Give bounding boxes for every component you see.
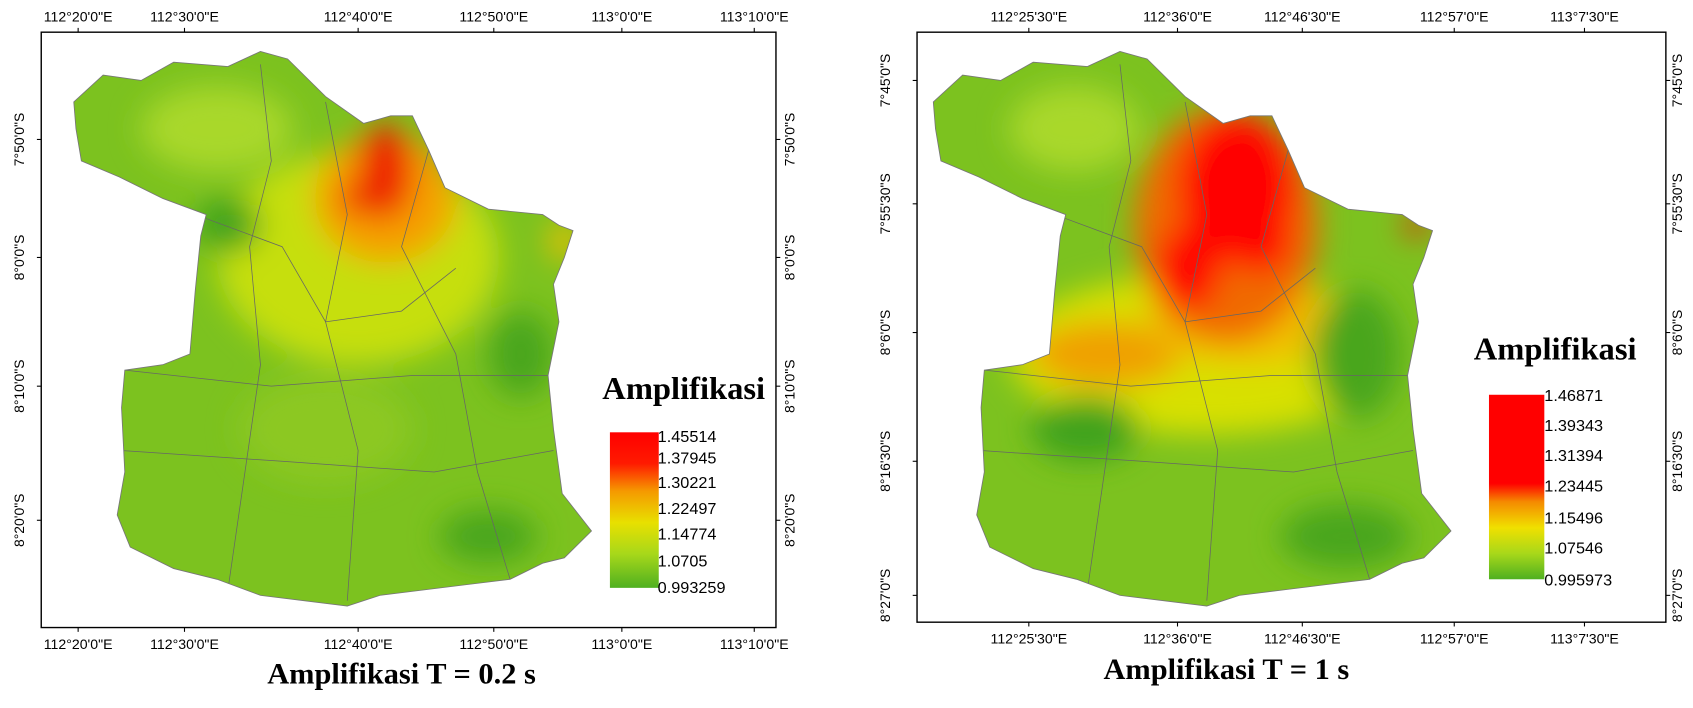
y-tick-label: 8°16'30"S [1669,431,1685,492]
x-tick-label: 113°10'0"E [720,636,789,652]
heat-blobs [141,85,580,564]
heat-layer [981,64,1428,601]
legend-title: Amplifikasi [602,371,765,407]
x-tick-label: 112°20'0"E [44,9,113,25]
caption: Amplifikasi T = 0.2 s [267,656,536,690]
y-tick-label: 8°16'30"S [877,431,893,492]
x-tick-label: 112°46'30"E [1264,9,1341,25]
district-border [984,369,1408,387]
heat-blob [195,198,261,253]
legend-label: 1.15496 [1544,510,1603,528]
legend-label: 1.31394 [1544,447,1603,465]
heat-blob [1030,321,1183,387]
region-outline [932,51,1452,607]
map-frame [916,31,1667,623]
legend-ramp [1488,394,1545,580]
heat-blob [141,85,294,172]
y-tick-label: 7°50'0"S [781,113,797,166]
x-tick-label: 113°0'0"E [591,9,652,25]
heat-blob [1155,225,1221,312]
district-border [325,101,359,601]
legend-title: Amplifikasi [1474,332,1637,368]
heat-blob [238,375,413,483]
heat-blobs [1009,85,1428,569]
x-tick-label: 112°25'30"E [991,631,1068,647]
map-panel: 112°20'0"E 112°20'0"E 112°30'0"E 112°30'0"E… [11,9,798,691]
heat-blob [1030,396,1140,462]
legend-label: 0.995973 [1544,572,1612,590]
district-border [1260,150,1370,580]
y-tick-label: 8°27'0"S [877,569,893,622]
y-tick-label: 8°0'0"S [11,235,27,281]
legend-ramp [609,432,659,588]
y-tick-label: 7°45'0"S [877,54,893,107]
y-tick-label: 8°6'0"S [1669,310,1685,356]
y-tick-label: 7°45'0"S [1669,54,1685,107]
heat-blob [1009,85,1140,172]
heat-blob [488,311,554,397]
heat-blob [549,222,580,261]
x-tick-label: 113°10'0"E [720,9,789,25]
legend-label: 0.993259 [658,579,726,597]
heat-blob [1313,289,1400,419]
legend-label: 1.07546 [1544,540,1603,558]
y-tick-label: 8°20'0"S [781,494,797,547]
legend-label: 1.37945 [658,449,717,467]
x-tick-label: 112°36'0"E [1143,9,1212,25]
x-tick-label: 113°7'30"E [1550,9,1619,25]
x-tick-label: 112°30'0"E [150,636,219,652]
region-outline [73,51,593,607]
y-tick-label: 8°27'0"S [1669,569,1685,622]
y-tick-label: 7°55'30"S [1669,173,1685,234]
legend-label: 1.39343 [1544,417,1603,435]
map-panel: 112°25'30"E 112°25'30"E 112°36'0"E 112°36'0… [877,9,1685,686]
heat-blob [1280,504,1411,569]
legend-label: 1.45514 [658,428,717,446]
y-tick-label: 7°50'0"S [11,113,27,166]
district-border [121,450,554,473]
x-tick-label: 112°50'0"E [459,636,528,652]
y-tick-label: 8°6'0"S [877,310,893,356]
heat-blob [1226,209,1292,274]
y-tick-label: 7°55'30"S [877,173,893,234]
legend-label: 1.22497 [658,500,717,518]
x-tick-label: 113°7'30"E [1550,631,1619,647]
caption: Amplifikasi T = 1 s [1103,652,1349,686]
y-tick-label: 8°20'0"S [11,494,27,547]
district-border [401,150,511,580]
district-border [1087,64,1132,591]
x-tick-label: 112°36'0"E [1143,631,1212,647]
heat-blob [439,509,538,564]
legend-label: 1.30221 [658,474,717,492]
x-tick-label: 112°20'0"E [44,636,113,652]
x-tick-label: 112°46'30"E [1264,631,1341,647]
heat-layer [121,64,580,601]
y-tick-label: 8°10'0"S [11,359,27,412]
legend-label: 1.0705 [658,552,708,570]
y-tick-label: 8°10'0"S [781,359,797,412]
x-tick-label: 112°40'0"E [324,9,393,25]
district-border [981,450,1414,473]
heat-blob [339,181,388,216]
x-tick-label: 112°57'0"E [1420,631,1489,647]
x-tick-label: 112°40'0"E [324,636,393,652]
district-border [124,369,549,387]
legend-label: 1.14774 [658,526,717,544]
district-border [1184,101,1219,601]
legend-label: 1.46871 [1544,387,1603,405]
heat-blob [1405,214,1428,236]
y-tick-label: 8°0'0"S [781,235,797,281]
x-tick-label: 113°0'0"E [591,636,652,652]
legend-label: 1.23445 [1544,477,1603,495]
district-border [227,64,272,591]
map-frame [40,31,777,629]
x-tick-label: 112°30'0"E [150,9,219,25]
x-tick-label: 112°50'0"E [459,9,528,25]
x-tick-label: 112°57'0"E [1420,9,1489,25]
x-tick-label: 112°25'30"E [991,9,1068,25]
